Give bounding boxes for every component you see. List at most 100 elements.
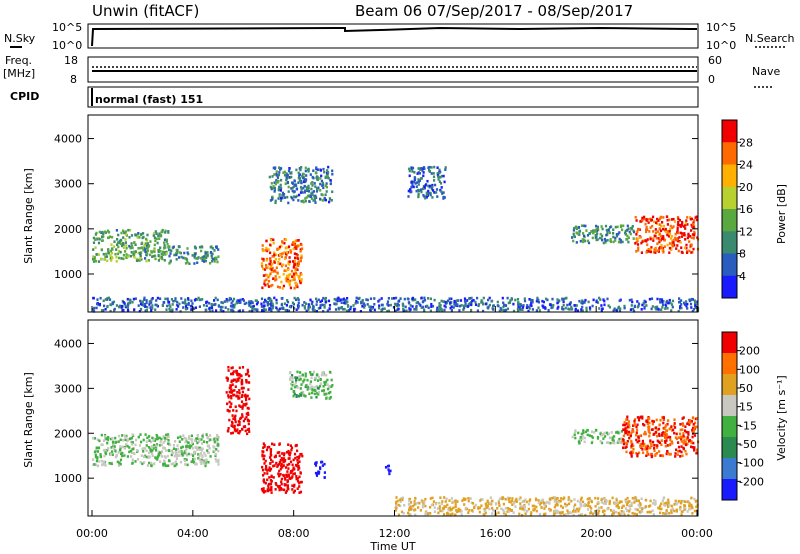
heatmap-cell (627, 227, 630, 231)
heatmap-cell (503, 309, 507, 312)
heatmap-cell (512, 302, 515, 306)
heatmap-cell (255, 299, 258, 303)
heatmap-cell (296, 449, 299, 453)
heatmap-cell (511, 497, 514, 500)
heatmap-cell (693, 234, 696, 237)
heatmap-cell (450, 297, 453, 301)
heatmap-cell (397, 300, 400, 303)
heatmap-cell (662, 431, 665, 434)
heatmap-cell (319, 300, 322, 304)
heatmap-cell (602, 433, 605, 436)
heatmap-cell (629, 232, 632, 236)
heatmap-cell (271, 442, 274, 446)
heatmap-cell (136, 458, 140, 461)
heatmap-cell (408, 508, 411, 512)
heatmap-cell (111, 441, 115, 444)
heatmap-cell (596, 229, 599, 233)
heatmap-cell (237, 397, 240, 400)
heatmap-cell (663, 434, 666, 437)
heatmap-cell (126, 439, 129, 443)
heatmap-cell (631, 225, 634, 228)
heatmap-cell (271, 195, 274, 199)
heatmap-cell (651, 502, 655, 505)
heatmap-cell (436, 195, 439, 198)
heatmap-cell (168, 449, 171, 453)
heatmap-cell (269, 265, 273, 268)
heatmap-cell (286, 299, 289, 302)
heatmap-cell (677, 436, 680, 439)
heatmap-cell (429, 193, 432, 197)
heatmap-cell (190, 305, 193, 308)
heatmap-cell (318, 384, 322, 388)
heatmap-cell (331, 190, 334, 194)
heatmap-cell (587, 502, 590, 505)
heatmap-cell (478, 506, 482, 510)
heatmap-cell (295, 394, 298, 397)
heatmap-cell (105, 252, 108, 256)
heatmap-cell (626, 224, 629, 228)
heatmap-cell (250, 301, 253, 304)
heatmap-cell (544, 505, 547, 508)
heatmap-cell (301, 303, 304, 307)
heatmap-cell (231, 383, 234, 386)
heatmap-cell (457, 507, 460, 511)
heatmap-cell (183, 451, 186, 455)
heatmap-cell (232, 370, 235, 373)
heatmap-cell (284, 459, 287, 462)
heatmap-cell (215, 436, 218, 440)
heatmap-cell (269, 462, 272, 465)
heatmap-cell (662, 418, 665, 421)
heatmap-cell (628, 510, 631, 513)
heatmap-cell (610, 509, 613, 512)
heatmap-cell (412, 298, 415, 302)
heatmap-cell (665, 439, 668, 442)
heatmap-cell (265, 278, 268, 282)
heatmap-cell (303, 180, 306, 184)
colorbar-tick-label: 16 (739, 203, 753, 216)
heatmap-cell (586, 234, 590, 237)
heatmap-cell (227, 394, 230, 397)
heatmap-cell (650, 443, 653, 447)
heatmap-cell (673, 418, 676, 421)
heatmap-cell (655, 236, 658, 240)
heatmap-cell (496, 300, 499, 304)
heatmap-cell (242, 403, 245, 406)
heatmap-cell (230, 432, 233, 435)
heatmap-cell (184, 305, 188, 308)
heatmap-cell (650, 218, 653, 222)
heatmap-cell (263, 304, 266, 308)
heatmap-cell (296, 386, 299, 389)
heatmap-cell (171, 310, 174, 313)
heatmap-cell (198, 245, 202, 249)
heatmap-cell (389, 469, 392, 473)
heatmap-cell (284, 257, 287, 260)
heatmap-cell (483, 507, 486, 511)
heatmap-cell (99, 455, 102, 458)
heatmap-cell (295, 187, 298, 190)
heatmap-cell (255, 302, 259, 306)
heatmap-cell (294, 268, 297, 272)
colorbar-tick-label: -50 (739, 438, 757, 451)
heatmap-cell (650, 428, 654, 431)
heatmap-cell (668, 218, 671, 222)
heatmap-cell (297, 181, 300, 184)
heatmap-cell (373, 308, 376, 312)
heatmap-cell (149, 306, 152, 309)
heatmap-cell (507, 510, 510, 513)
heatmap-cell (127, 228, 130, 232)
heatmap-cell (262, 267, 265, 271)
heatmap-cell (169, 305, 172, 309)
heatmap-cell (293, 483, 296, 487)
heatmap-cell (299, 191, 303, 194)
heatmap-cell (588, 232, 591, 235)
heatmap-cell (131, 441, 134, 444)
heatmap-cell (123, 454, 126, 457)
heatmap-cell (470, 501, 473, 505)
heatmap-cell (676, 453, 679, 456)
heatmap-cell (494, 502, 498, 506)
heatmap-cell (666, 444, 669, 447)
heatmap-cell (438, 501, 441, 505)
heatmap-cell (483, 513, 486, 516)
heatmap-cell (369, 308, 372, 312)
heatmap-cell (682, 432, 685, 435)
